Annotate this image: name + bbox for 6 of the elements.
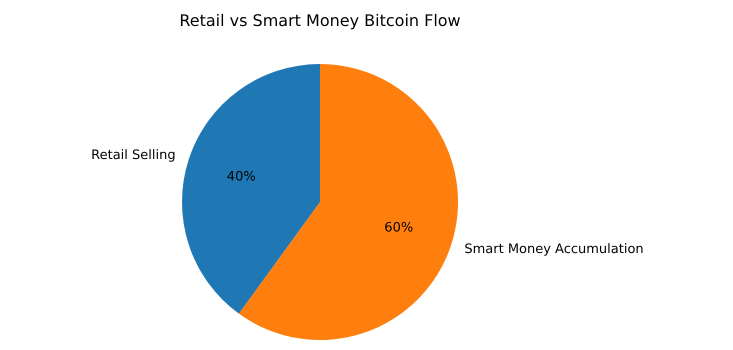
data-label: 40% — [226, 169, 256, 184]
slice-label: Smart Money Accumulation — [464, 242, 644, 257]
data-label: 60% — [384, 220, 414, 236]
chart-title: Retail vs Smart Money Bitcoin Flow — [179, 11, 461, 30]
slice-label: Retail Selling — [91, 148, 176, 164]
pie-slice — [182, 64, 320, 314]
